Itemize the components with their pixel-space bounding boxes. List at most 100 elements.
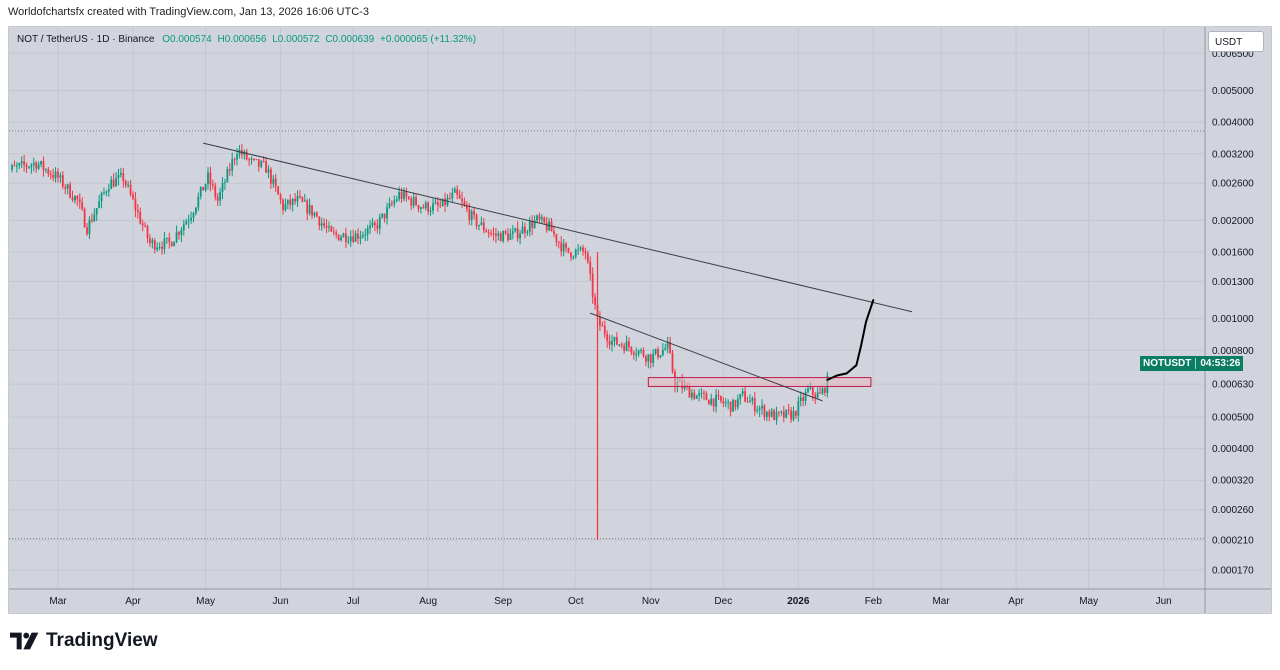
candle-down xyxy=(606,334,609,342)
candle-up xyxy=(625,341,628,351)
candle-up xyxy=(749,400,751,403)
candle-up xyxy=(751,398,754,401)
price-axis-tick-label: 0.000260 xyxy=(1212,505,1254,516)
time-axis-tick-label: Jul xyxy=(347,596,360,607)
time-axis-tick-label: Mar xyxy=(49,596,67,607)
currency-selector-button[interactable]: USDT xyxy=(1208,31,1264,52)
time-axis-tick-label: Jun xyxy=(273,596,289,607)
candle-up xyxy=(347,241,350,243)
candle-down xyxy=(746,401,749,403)
candle-up xyxy=(807,388,809,393)
candle-up xyxy=(66,184,69,189)
candle-up xyxy=(613,337,616,342)
candle-up xyxy=(15,165,18,167)
candle-up xyxy=(180,230,183,235)
candle-up xyxy=(32,162,35,166)
candle-up xyxy=(359,236,362,239)
candle-down xyxy=(168,237,171,243)
candle-up xyxy=(107,189,110,192)
candle-up xyxy=(103,192,105,194)
candle-down xyxy=(81,202,84,210)
candle-up xyxy=(502,231,505,242)
price-chart[interactable]: 0.006500 0.005000 0.004000 0.003200 0.002600… xyxy=(9,27,1271,613)
candle-down xyxy=(422,207,425,209)
candle-down xyxy=(136,210,139,212)
grid-lines xyxy=(9,27,1205,589)
time-axis-tick-label: Jun xyxy=(1156,596,1172,607)
candle-up xyxy=(381,213,384,218)
candle-down xyxy=(83,209,86,228)
candle-down xyxy=(753,398,756,412)
candle-down xyxy=(560,242,563,252)
candle-down xyxy=(487,232,490,234)
candle-up xyxy=(236,154,238,160)
candle-up xyxy=(364,234,367,236)
candle-down xyxy=(78,199,81,203)
candle-down xyxy=(211,184,214,186)
candle-up xyxy=(451,192,454,199)
candle-down xyxy=(42,161,45,170)
price-axis-tick-label: 0.002600 xyxy=(1212,179,1254,190)
candle-down xyxy=(504,231,507,234)
candle-up xyxy=(528,221,531,232)
candle-down xyxy=(216,196,219,201)
candle-down xyxy=(146,225,149,239)
candle-up xyxy=(661,349,664,356)
candle-up xyxy=(424,202,427,209)
candle-up xyxy=(340,237,342,241)
candle-down xyxy=(129,184,132,195)
candle-down xyxy=(153,240,156,250)
candle-down xyxy=(628,341,630,348)
candle-up xyxy=(156,247,159,250)
candle-down xyxy=(463,201,466,206)
candle-up xyxy=(756,410,759,412)
candle-up xyxy=(398,191,401,200)
candle-down xyxy=(161,246,163,249)
candle-down xyxy=(570,252,572,258)
candle-down xyxy=(458,194,461,199)
candle-up xyxy=(412,197,415,206)
time-axis-tick-label: Apr xyxy=(125,596,141,607)
tradingview-logo[interactable]: TradingView xyxy=(10,630,158,652)
candle-up xyxy=(519,233,521,239)
candle-up xyxy=(127,184,130,186)
candle-down xyxy=(277,186,280,195)
candle-down xyxy=(47,169,50,174)
candle-up xyxy=(577,249,580,251)
candle-down xyxy=(13,165,16,167)
chart-pane[interactable]: 0.006500 0.005000 0.004000 0.003200 0.002600… xyxy=(8,26,1272,614)
candle-up xyxy=(59,175,62,178)
candle-down xyxy=(485,230,488,233)
candle-up xyxy=(197,196,200,208)
candle-down xyxy=(209,172,212,185)
candle-up xyxy=(470,211,473,221)
candle-down xyxy=(141,223,144,226)
candle-down xyxy=(49,173,52,176)
candle-up xyxy=(199,186,202,197)
candle-up xyxy=(369,225,371,229)
candle-down xyxy=(763,405,766,417)
candle-down xyxy=(139,211,142,224)
price-axis-tick-label: 0.001600 xyxy=(1212,248,1254,259)
candle-down xyxy=(603,325,606,335)
candle-up xyxy=(700,392,703,394)
candle-down xyxy=(134,198,137,211)
price-axis-tick-label: 0.004000 xyxy=(1212,118,1254,129)
candle-down xyxy=(461,198,463,202)
legend-high: H0.000656 xyxy=(217,34,267,45)
candle-up xyxy=(342,233,345,238)
candle-up xyxy=(715,395,717,407)
candle-up xyxy=(250,158,253,160)
price-axis-tick-label: 0.005000 xyxy=(1212,86,1254,97)
candle-down xyxy=(301,197,304,202)
candle-up xyxy=(308,205,311,214)
candle-up xyxy=(758,408,761,411)
candle-down xyxy=(790,410,792,420)
candle-up xyxy=(526,231,529,233)
candle-up xyxy=(572,256,575,258)
candle-down xyxy=(599,316,601,326)
candle-down xyxy=(669,341,671,354)
symbol-legend: NOT / TetherUS · 1D · Binance O0.000574 … xyxy=(17,34,476,45)
projection-path xyxy=(826,299,875,381)
candle-down xyxy=(149,238,151,244)
